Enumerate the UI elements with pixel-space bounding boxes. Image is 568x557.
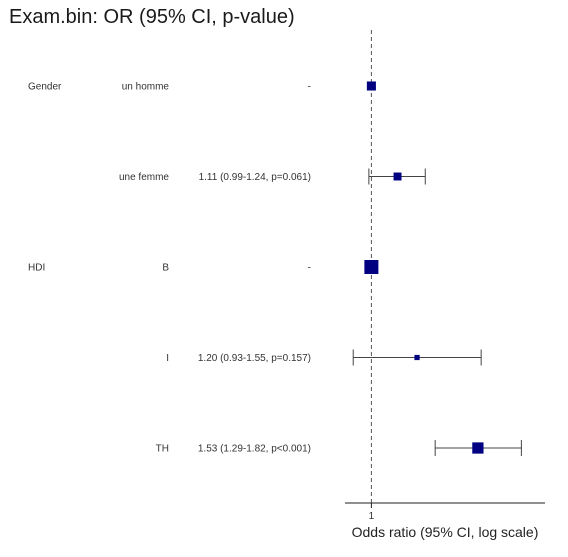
estimate-table: Gender un homme - une femme 1.11 (0.99-1.24,… bbox=[28, 82, 311, 455]
level-label: I bbox=[166, 353, 169, 364]
estimate-text: - bbox=[308, 263, 311, 274]
estimate-point bbox=[472, 442, 484, 454]
estimate-text: - bbox=[308, 82, 311, 93]
estimate-point bbox=[366, 81, 376, 91]
variable-label: HDI bbox=[28, 263, 45, 274]
chart-title: Exam.bin: OR (95% CI, p-value) bbox=[9, 6, 295, 28]
variable-label: Gender bbox=[28, 82, 62, 93]
estimate-text: 1.20 (0.93-1.55, p=0.157) bbox=[198, 353, 311, 364]
estimate-text: 1.53 (1.29-1.82, p<0.001) bbox=[198, 444, 311, 455]
plot-area bbox=[352, 30, 522, 503]
level-label: une femme bbox=[119, 172, 169, 183]
estimate-point bbox=[364, 260, 379, 274]
level-label: un homme bbox=[122, 82, 170, 93]
estimate-text: 1.11 (0.99-1.24, p=0.061) bbox=[199, 172, 311, 183]
estimate-point bbox=[414, 354, 420, 361]
x-axis: 1 Odds ratio (95% CI, log scale) bbox=[345, 502, 545, 540]
x-tick-label: 1 bbox=[369, 511, 375, 522]
level-label: B bbox=[162, 263, 169, 274]
estimate-point bbox=[393, 172, 402, 181]
level-label: TH bbox=[156, 444, 169, 455]
x-axis-label: Odds ratio (95% CI, log scale) bbox=[352, 524, 539, 540]
